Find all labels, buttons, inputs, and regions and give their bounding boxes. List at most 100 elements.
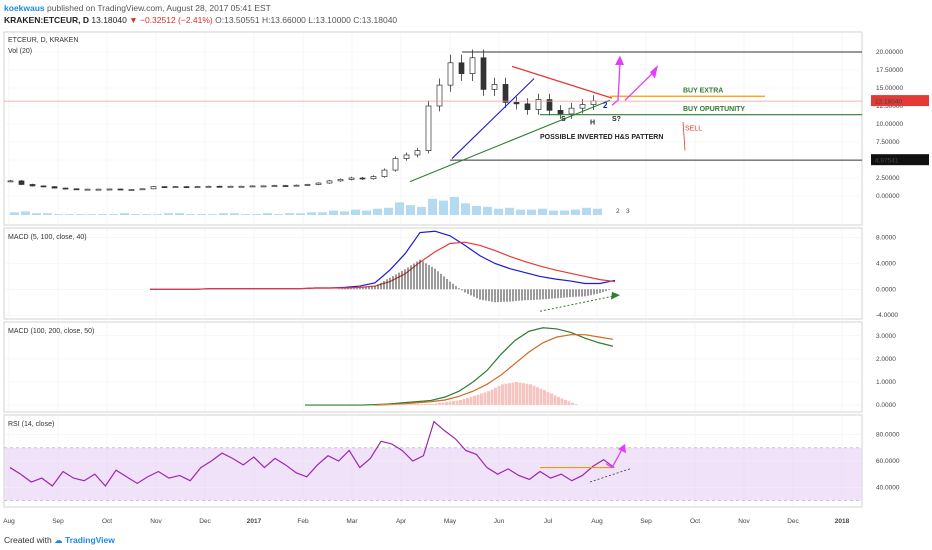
event-marker-label: 2 [616, 208, 620, 215]
candle-body [172, 186, 179, 188]
x-tick-label: Oct [102, 518, 112, 525]
shoulder-left-label: S [561, 116, 566, 123]
volume-bar [164, 213, 173, 215]
arrow-head [650, 64, 658, 79]
macd-histogram-bar [539, 388, 543, 406]
macd-histogram-bar [536, 387, 539, 406]
macd-signal-line [150, 241, 616, 290]
volume-bar [32, 213, 41, 215]
macd-histogram-bar [410, 403, 413, 406]
macd-histogram-bar [508, 383, 511, 406]
candle-body [513, 102, 520, 105]
candle-body [392, 158, 399, 171]
volume-bar [10, 212, 19, 215]
macd-line [305, 327, 614, 406]
volume-bar [494, 208, 503, 215]
macd-histogram-bar [483, 392, 487, 406]
chart-canvas[interactable]: Aug Sep Oct Nov Dec 2017 Feb Mar Apr May Jun Jul Aug… [0, 30, 932, 531]
volume-bar [417, 206, 426, 215]
y-tick-label: 0.00000 [876, 193, 900, 200]
volume-bar [472, 206, 481, 215]
x-tick-label: Dec [199, 518, 211, 525]
volume-bar [186, 214, 195, 215]
macd-histogram-bar [571, 402, 574, 406]
pattern-label: POSSIBLE INVERTED H&S PATTERN [540, 134, 663, 141]
macd-histogram-bar [455, 400, 459, 406]
buy-opportunity-label: BUY OPURTUNITY [683, 106, 745, 113]
high-value: H:13.66000 [261, 15, 306, 25]
volume-bar [340, 211, 349, 215]
candle-body [326, 180, 333, 184]
y-tick-label: 80.0000 [876, 432, 900, 439]
macd-histogram-bar [382, 404, 385, 406]
volume-bar [406, 205, 415, 215]
candle-body [194, 186, 201, 188]
macd-histogram-bar [466, 397, 469, 406]
macd-histogram-bar [399, 404, 403, 406]
volume-bar [395, 202, 404, 215]
volume-bar [428, 198, 437, 215]
macd-histogram-bar [501, 384, 504, 406]
x-tick-label: Sep [640, 518, 652, 525]
footer: Created with ☁ TradingView [0, 531, 932, 550]
macd-histogram-bar [459, 400, 462, 406]
macd-histogram-bar [511, 382, 515, 406]
x-tick-label: Nov [150, 518, 162, 525]
x-tick-label: May [444, 518, 457, 525]
macd-histogram-bar [480, 393, 483, 406]
level-tag: 4.97541 [875, 158, 899, 165]
volume-bar [21, 211, 30, 215]
candle-body [546, 99, 553, 111]
x-tick-label: Oct [690, 518, 700, 525]
symbol-label: KRAKEN:ETCEUR, D [4, 15, 89, 25]
macd-histogram-bar [543, 390, 546, 406]
price-tag-bg [871, 95, 929, 107]
sell-label: SELL [685, 125, 702, 132]
candle-body [18, 180, 25, 185]
volume-bar [252, 214, 261, 215]
author-link[interactable]: koekwaus [4, 3, 45, 13]
projection-arrow [624, 69, 657, 101]
tradingview-brand[interactable]: TradingView [64, 535, 115, 545]
created-with-label: Created with [4, 535, 52, 545]
volume-bar [571, 209, 580, 215]
volume-bar [549, 210, 558, 215]
volume-bar [461, 203, 470, 215]
x-tick-label: Aug [591, 518, 603, 525]
candle-body [205, 185, 212, 188]
macd-histogram-bar [469, 396, 473, 406]
macd-histogram-bar [546, 391, 550, 406]
candle-body [447, 62, 454, 86]
macd-histogram-bar [564, 399, 567, 406]
candle-body [359, 177, 366, 180]
y-tick-label: 4.0000 [876, 260, 896, 267]
macd-histogram-bar [529, 384, 532, 406]
volume-bar [109, 214, 118, 215]
arrow-head [618, 443, 626, 454]
macd-histogram-bar [560, 398, 564, 406]
projection-arrow [605, 447, 624, 469]
y-tick-label: 1.0000 [876, 379, 896, 386]
macd-histogram-bar [427, 403, 431, 406]
macd-histogram-bar [417, 403, 420, 406]
macd-histogram-bar [462, 398, 466, 406]
published-text: published on TradingView.com, August 28,… [47, 3, 271, 13]
shoulder-right-label: S? [612, 116, 621, 123]
x-tick-label: 2017 [247, 518, 262, 525]
volume-bar [483, 206, 492, 215]
macd-histogram-bar [441, 402, 445, 406]
macd-histogram-bar [504, 383, 508, 406]
volume-bar [87, 214, 96, 215]
candle-body [238, 185, 245, 188]
volume-bar [175, 213, 184, 215]
candle-body [260, 185, 267, 188]
volume-bar [131, 214, 140, 215]
candle-body [568, 107, 575, 115]
volume-bar [76, 214, 85, 215]
candle-body [40, 185, 47, 188]
arrow-head [611, 291, 620, 300]
macd-histogram-bar [487, 391, 490, 406]
level-tag-bg [871, 154, 929, 166]
y-tick-label: 0.0000 [876, 402, 896, 409]
macd-histogram-bar [389, 404, 392, 406]
